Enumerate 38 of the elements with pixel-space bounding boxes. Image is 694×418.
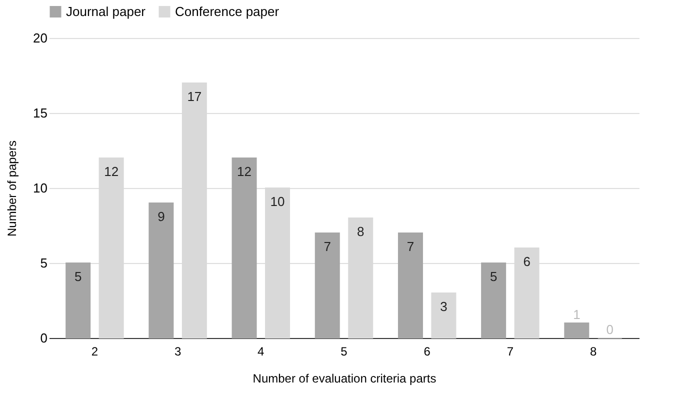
data-label: 6 [523, 254, 530, 269]
bar [232, 158, 257, 338]
x-tick-label: 3 [174, 344, 182, 358]
y-tick-label: 20 [33, 30, 48, 46]
bar [481, 262, 506, 338]
bar [314, 232, 340, 338]
data-label: 5 [74, 269, 82, 284]
legend-label: Conference paper [175, 4, 280, 19]
data-label: 9 [158, 209, 165, 224]
data-label: 3 [440, 299, 448, 314]
data-label: 0 [606, 322, 614, 337]
bar [564, 322, 590, 338]
data-label: 7 [406, 239, 414, 254]
x-tick-label: 2 [91, 344, 98, 358]
data-label: 17 [187, 89, 202, 104]
x-tick-label: 6 [424, 344, 431, 358]
legend-label: Journal paper [66, 4, 146, 19]
x-tick-label: 7 [506, 344, 514, 358]
y-tick-label: 0 [40, 330, 48, 346]
bar [431, 292, 456, 338]
y-tick-label: 5 [40, 256, 48, 270]
data-label: 1 [573, 307, 580, 322]
x-axis-title: Number of evaluation criteria parts [252, 372, 436, 386]
x-tick-label: 4 [258, 344, 265, 358]
data-label: 12 [104, 164, 119, 179]
bar [398, 232, 423, 338]
data-label: 7 [324, 239, 331, 254]
y-tick-label: 15 [33, 106, 48, 120]
y-axis-title: Number of papers [5, 140, 20, 237]
bar [148, 202, 174, 338]
data-label: 12 [237, 164, 252, 179]
data-label: 10 [270, 194, 285, 209]
x-tick-label: 5 [340, 344, 348, 358]
x-tick-label: 8 [590, 344, 597, 358]
data-label: 5 [490, 269, 498, 284]
y-tick-label: 10 [33, 180, 48, 196]
data-label: 8 [357, 224, 364, 239]
bar [66, 262, 91, 338]
